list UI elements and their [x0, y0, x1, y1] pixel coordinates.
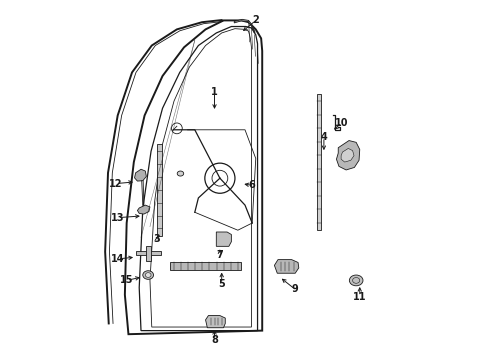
- Polygon shape: [216, 232, 231, 246]
- Polygon shape: [234, 19, 255, 33]
- Text: 13: 13: [111, 213, 124, 222]
- Polygon shape: [337, 140, 360, 170]
- Polygon shape: [205, 316, 225, 328]
- Polygon shape: [274, 260, 299, 273]
- Polygon shape: [135, 169, 147, 181]
- Ellipse shape: [177, 171, 184, 176]
- Text: 15: 15: [120, 275, 133, 285]
- Text: 1: 1: [211, 87, 218, 97]
- Polygon shape: [136, 251, 161, 255]
- Ellipse shape: [143, 271, 153, 279]
- Text: 6: 6: [249, 180, 256, 190]
- Text: 8: 8: [211, 334, 218, 345]
- Text: 4: 4: [320, 132, 327, 142]
- Polygon shape: [341, 148, 354, 162]
- Ellipse shape: [349, 275, 363, 286]
- Text: 12: 12: [109, 179, 122, 189]
- Text: 5: 5: [219, 279, 225, 289]
- Polygon shape: [147, 246, 151, 261]
- Polygon shape: [157, 144, 162, 235]
- Text: 9: 9: [292, 284, 298, 294]
- Text: 10: 10: [335, 118, 348, 128]
- Text: 11: 11: [353, 292, 367, 302]
- Text: 3: 3: [154, 234, 161, 244]
- Polygon shape: [171, 262, 242, 270]
- Polygon shape: [137, 205, 150, 214]
- Text: 14: 14: [111, 254, 124, 264]
- Text: 7: 7: [217, 250, 223, 260]
- Polygon shape: [317, 94, 321, 230]
- Ellipse shape: [146, 273, 151, 277]
- Text: 2: 2: [252, 15, 259, 26]
